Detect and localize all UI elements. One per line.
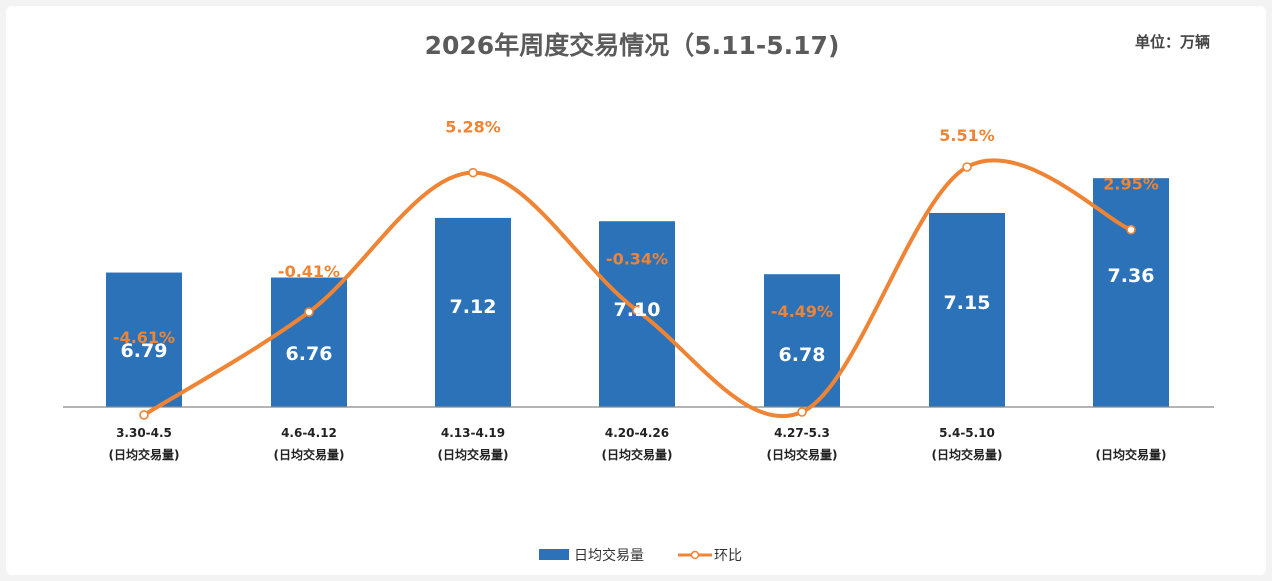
bar-value-label: 7.10	[614, 299, 661, 321]
bar-value-label: 6.78	[779, 344, 826, 366]
x-tick-label: 3.30-4.5	[116, 426, 172, 440]
line-series-group: -4.61% -0.41% 5.28% -0.34% -4.49% 5.51% 2.95% 6…	[113, 118, 1159, 420]
line-value-label: 5.28%	[445, 118, 501, 137]
line-point-1	[139, 410, 149, 420]
legend-label-bar: 日均交易量	[574, 547, 644, 564]
line-point-7	[1126, 224, 1136, 235]
line-value-label: 5.51%	[939, 126, 995, 145]
x-tick-label: 5.4-5.10	[939, 426, 995, 440]
tick-group: 3.30-4.5 (日均交易量) 4.6-4.12 (日均交易量) 4.13-4.19 (…	[109, 426, 1167, 462]
legend-swatch-marker	[690, 550, 700, 560]
bar-value-label: 6.79	[121, 340, 168, 362]
bar-group	[106, 178, 1169, 407]
bar-value-label: 7.15	[944, 292, 991, 314]
x-tick-sublabel: (日均交易量)	[438, 447, 509, 462]
bar-value-label: 7.36	[1108, 265, 1155, 287]
bar-6	[929, 212, 1005, 407]
bar-2	[271, 277, 347, 407]
chart-title: 2026年周度交易情况（5.11-5.17)	[425, 31, 840, 60]
legend-swatch-bar	[539, 549, 569, 560]
x-tick-sublabel: (日均交易量)	[602, 447, 673, 462]
x-tick-label: 4.20-4.26	[605, 426, 669, 440]
bar-5	[764, 274, 840, 407]
line-point-4	[632, 305, 642, 316]
x-tick-sublabel: (日均交易量)	[109, 447, 180, 462]
unit-note: 单位：万辆	[1135, 33, 1210, 51]
legend: 日均交易量 环比	[539, 547, 742, 564]
x-tick-sublabel: (日均交易量)	[1096, 447, 1167, 462]
bar-value-label: 6.76	[286, 343, 333, 365]
x-tick-label: 4.27-5.3	[774, 426, 830, 440]
x-tick-label: 4.13-4.19	[441, 426, 505, 440]
legend-label-line: 环比	[714, 548, 742, 564]
bar-value-label: 7.12	[450, 296, 497, 318]
bar-3	[435, 217, 511, 407]
line-value-label: 2.95%	[1103, 175, 1159, 194]
line-value-label: -0.41%	[278, 262, 340, 281]
line-point-3	[468, 167, 478, 178]
x-tick-sublabel: (日均交易量)	[274, 447, 345, 462]
line-value-label: -0.34%	[606, 249, 668, 268]
line-point-6	[962, 162, 972, 172]
line-point-2	[304, 307, 314, 317]
x-tick-label: 4.6-4.12	[281, 426, 337, 440]
bar-1	[106, 272, 182, 407]
line-value-label: -4.61%	[113, 328, 175, 347]
x-tick-sublabel: (日均交易量)	[767, 447, 838, 462]
line-point-5	[797, 407, 807, 417]
x-tick-sublabel: (日均交易量)	[932, 447, 1003, 462]
line-value-label: -4.49%	[771, 302, 833, 321]
